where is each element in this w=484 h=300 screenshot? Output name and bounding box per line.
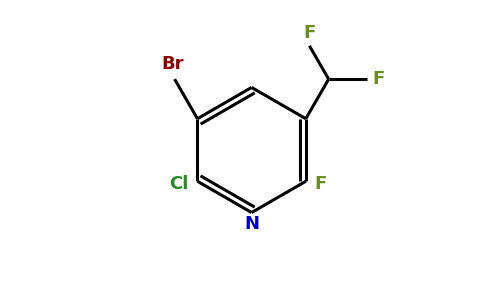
Text: F: F <box>372 70 384 88</box>
Text: F: F <box>315 175 327 193</box>
Text: Br: Br <box>161 56 183 74</box>
Text: N: N <box>244 215 259 233</box>
Text: F: F <box>303 24 316 42</box>
Text: Cl: Cl <box>169 175 189 193</box>
